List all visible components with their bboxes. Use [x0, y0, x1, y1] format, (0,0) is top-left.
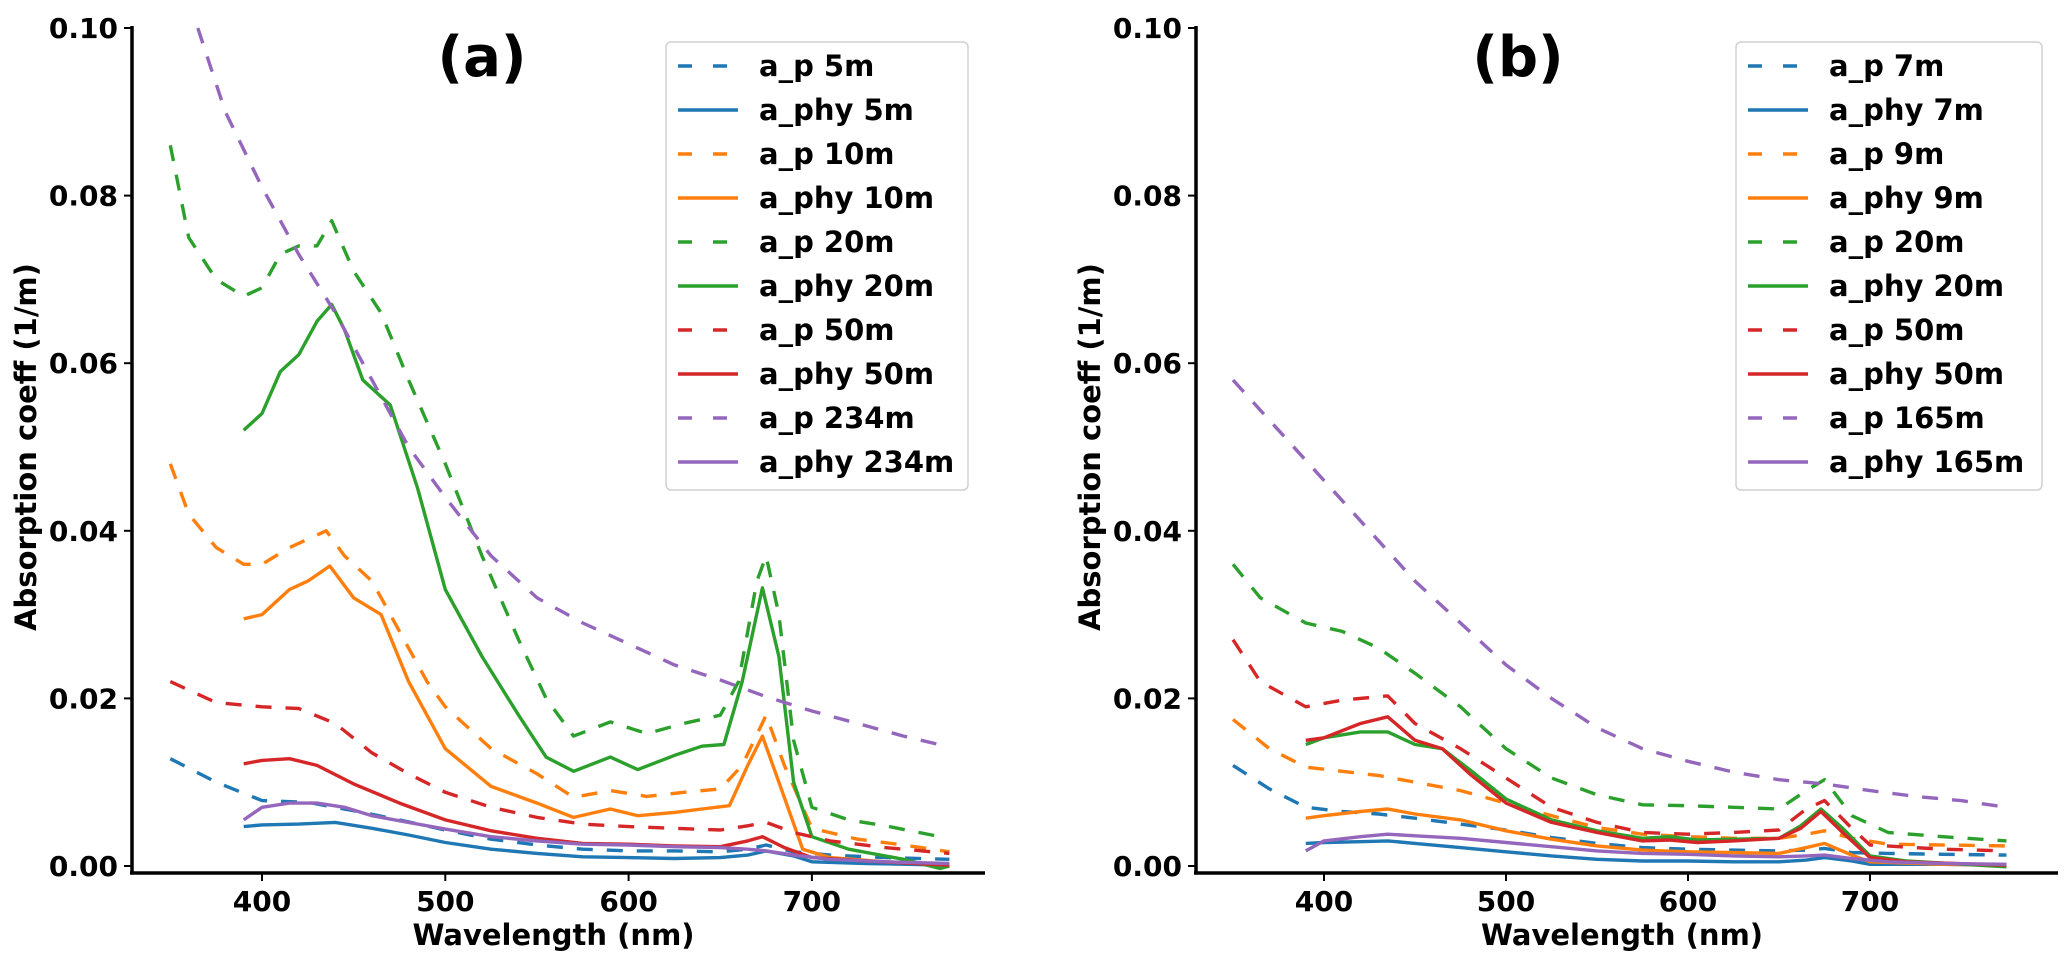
y-tick-label: 0.08 — [1113, 180, 1182, 213]
legend-item: a_p 10m — [678, 137, 895, 171]
legend-label: a_p 165m — [1829, 401, 1985, 435]
legend-label: a_phy 165m — [1829, 445, 2024, 479]
legend-label: a_p 50m — [759, 313, 895, 347]
legend-item: a_p 50m — [1748, 313, 1965, 347]
y-tick-label: 0.10 — [1113, 12, 1182, 45]
series-line-a-p-50m — [1231, 638, 2007, 853]
panel-a: 0.00 0.02 0.04 0.06 0.08 0.10 400 500 600 700 Wave… — [9, 12, 985, 952]
series-line-a-p-50m — [169, 680, 950, 856]
y-axis-label: Absorption coeff (1/m) — [1073, 263, 1107, 631]
series-line-a-phy-9m — [1305, 807, 2007, 867]
legend-label: a_p 20m — [1829, 225, 1965, 259]
legend-label: a_phy 20m — [759, 269, 934, 303]
legend-label: a_p 50m — [1829, 313, 1965, 347]
series-line-a-p-234m — [196, 27, 950, 749]
legend-item: a_phy 10m — [678, 181, 934, 215]
legend-item: a_phy 50m — [1748, 357, 2004, 391]
legend: a_p 5m a_phy 5m a_p 10m a_phy 10m a_p 20m a_p… — [665, 41, 969, 491]
legend-item: a_phy 50m — [678, 357, 934, 391]
y-tick-label: 0.02 — [49, 682, 118, 715]
series-line-a-phy-10m — [243, 564, 950, 866]
legend-label: a_p 7m — [1829, 49, 1944, 83]
legend-item: a_phy 20m — [678, 269, 934, 303]
legend-label: a_phy 7m — [1829, 93, 1984, 127]
x-tick-label: 500 — [1477, 885, 1535, 918]
legend-item: a_p 165m — [1748, 401, 1985, 435]
x-axis-label: Wavelength (nm) — [1481, 918, 1763, 952]
x-axis-label: Wavelength (nm) — [412, 918, 694, 952]
legend-item: a_p 5m — [678, 49, 874, 83]
y-tick-label: 0.00 — [1113, 850, 1182, 883]
legend-item: a_phy 234m — [678, 445, 954, 479]
y-tick-label: 0.04 — [1113, 515, 1182, 548]
series-line-a-p-10m — [168, 463, 950, 854]
x-tick-label: 600 — [599, 885, 657, 918]
y-tick-label: 0.06 — [1113, 347, 1182, 380]
legend-item: a_p 20m — [678, 225, 895, 259]
y-tick-label: 0.04 — [49, 515, 118, 548]
y-axis-label: Absorption coeff (1/m) — [9, 263, 43, 631]
series-line-a-phy-165m — [1304, 832, 2007, 866]
x-tick-label: 400 — [233, 885, 291, 918]
series-line-a-p-20m — [1231, 563, 2007, 843]
series-group — [1231, 378, 2007, 869]
y-tick-label: 0.02 — [1113, 682, 1182, 715]
x-tick-label: 600 — [1659, 885, 1717, 918]
legend-label: a_phy 50m — [1829, 357, 2004, 391]
legend-item: a_p 234m — [678, 401, 915, 435]
legend-label: a_phy 10m — [759, 181, 934, 215]
legend-frame — [665, 41, 969, 491]
legend-item: a_phy 9m — [1748, 181, 1984, 215]
x-tick-label: 500 — [416, 885, 474, 918]
y-tick-label: 0.10 — [49, 12, 118, 45]
legend-item: a_p 9m — [1748, 137, 1944, 171]
legend-label: a_p 9m — [1829, 137, 1944, 171]
series-group — [168, 27, 950, 871]
legend-label: a_phy 20m — [1829, 269, 2004, 303]
series-line-a-phy-7m — [1305, 839, 2007, 867]
legend-item: a_phy 7m — [1748, 93, 1984, 127]
legend-label: a_phy 234m — [759, 445, 954, 479]
legend: a_p 7m a_phy 7m a_p 9m a_phy 9m a_p 20m a_phy… — [1735, 41, 2043, 491]
legend-item: a_phy 20m — [1748, 269, 2004, 303]
legend-label: a_p 20m — [759, 225, 895, 259]
legend-label: a_p 10m — [759, 137, 895, 171]
series-line-a-p-20m — [168, 144, 941, 839]
y-tick-label: 0.08 — [49, 180, 118, 213]
series-line-a-phy-234m — [242, 801, 950, 866]
legend-label: a_phy 50m — [759, 357, 934, 391]
series-line-a-phy-20m — [1305, 730, 2007, 869]
x-tick-label: 700 — [1841, 885, 1899, 918]
legend-frame — [1735, 41, 2043, 491]
legend-label: a_phy 5m — [759, 93, 914, 127]
x-tick-label: 400 — [1295, 885, 1353, 918]
panel-title: (a) — [438, 25, 527, 90]
series-line-a-phy-50m — [1305, 715, 2007, 867]
legend-label: a_p 234m — [759, 401, 915, 435]
legend-item: a_phy 5m — [678, 93, 914, 127]
series-line-a-phy-20m — [242, 302, 950, 871]
legend-item: a_p 20m — [1748, 225, 1965, 259]
panel-b: 0.00 0.02 0.04 0.06 0.08 0.10 400 500 600 700 Wave… — [1073, 12, 2058, 952]
legend-label: a_phy 9m — [1829, 181, 1984, 215]
panel-title: (b) — [1472, 25, 1563, 90]
x-tick-label: 700 — [783, 885, 841, 918]
legend-item: a_p 50m — [678, 313, 895, 347]
legend-item: a_phy 165m — [1748, 445, 2024, 479]
series-line-a-p-165m — [1231, 378, 2007, 809]
y-tick-label: 0.06 — [49, 347, 118, 380]
legend-label: a_p 5m — [759, 49, 874, 83]
y-tick-label: 0.00 — [49, 850, 118, 883]
legend-item: a_p 7m — [1748, 49, 1944, 83]
